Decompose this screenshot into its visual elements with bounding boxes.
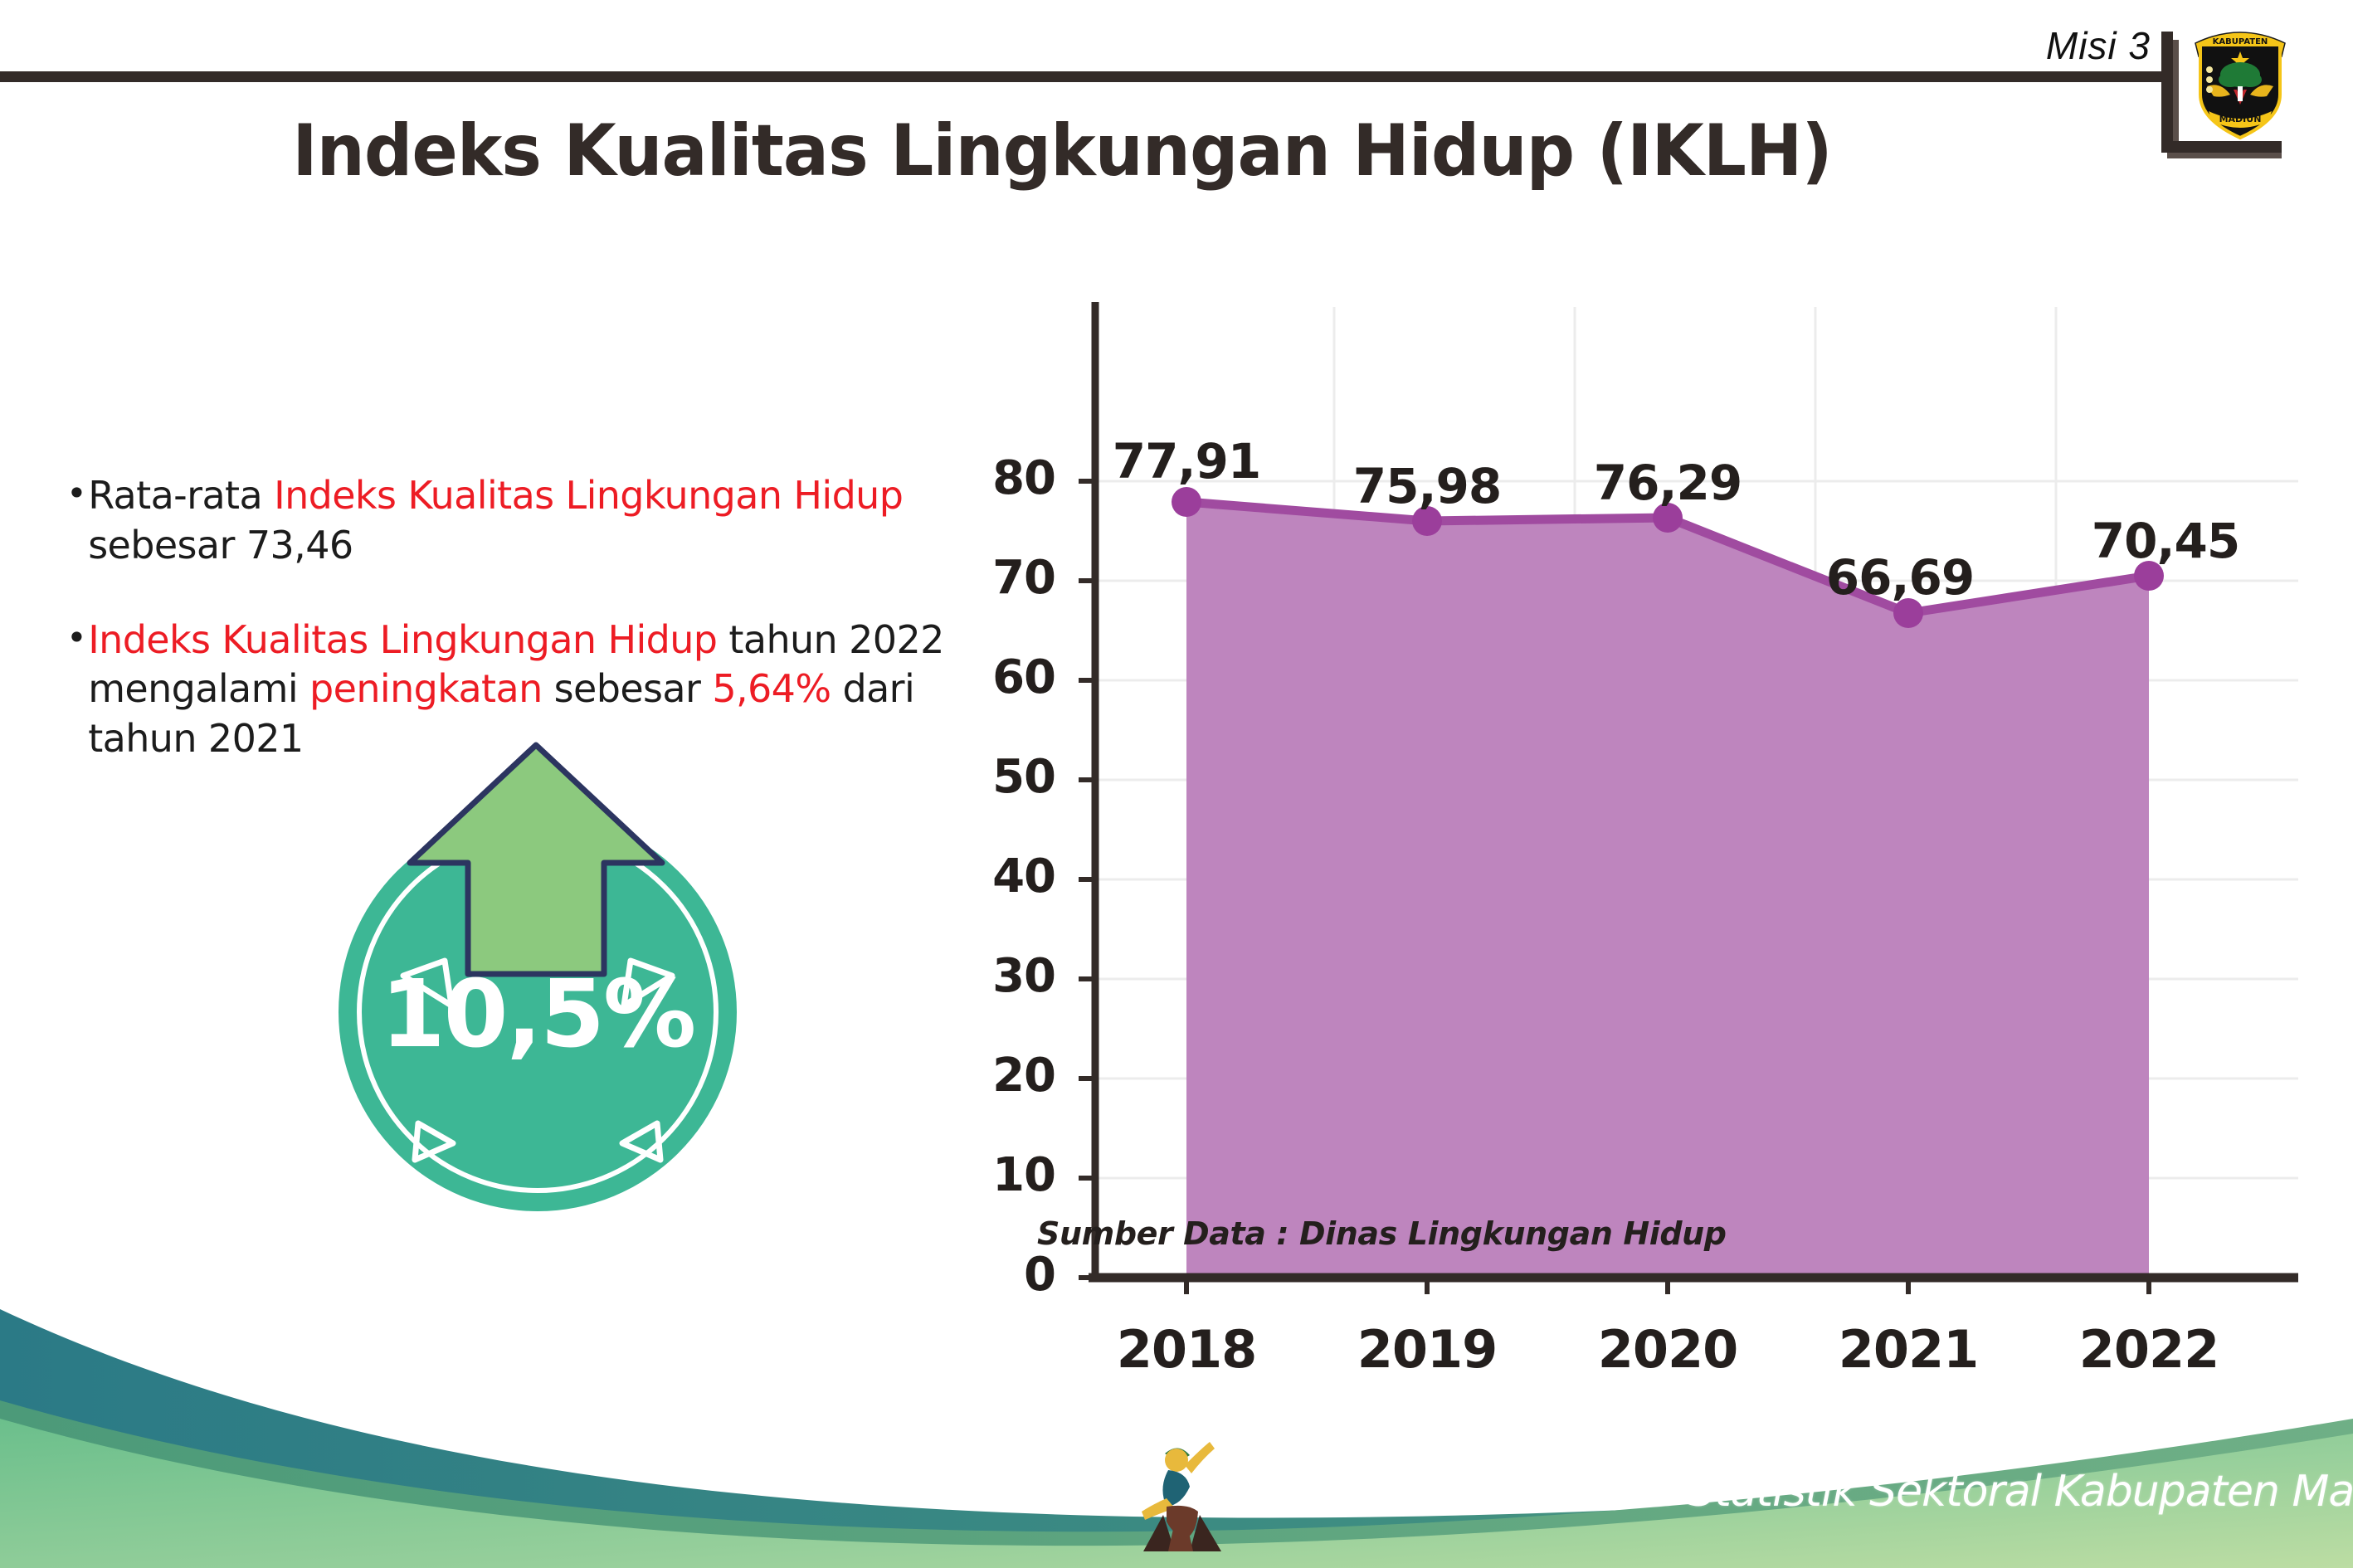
- iklh-area-chart: 80 70 60 50 40 30 20 10 0 2018 2019 2020…: [954, 282, 2298, 1380]
- data-label: 76,29: [1593, 455, 1742, 511]
- page-title: Indeks Kualitas Lingkungan Hidup (IKLH): [292, 110, 1833, 192]
- data-label: 75,98: [1352, 458, 1502, 514]
- area-fill: [1186, 502, 2149, 1278]
- logo-bottom-text: MADIUN: [2219, 114, 2262, 124]
- misi-label: Misi 3: [2045, 24, 2151, 67]
- x-tick-label: 2022: [2078, 1319, 2220, 1380]
- header-bracket-shadow-vertical: [2173, 40, 2179, 153]
- data-label: 77,91: [1112, 433, 1261, 489]
- data-label: 66,69: [1825, 549, 1975, 606]
- header-bracket-shadow-horizontal: [2167, 153, 2282, 158]
- y-tick-label: 50: [992, 750, 1056, 804]
- logo-top-text: KABUPATEN: [2213, 37, 2268, 46]
- bullet-segment-highlight: Indeks Kualitas Lingkungan Hidup: [274, 473, 904, 518]
- up-arrow-icon: [403, 740, 669, 989]
- bullet-marker: •: [66, 473, 87, 514]
- bullet-segment-highlight: 5,64%: [712, 666, 831, 712]
- header-bracket-vertical: [2161, 32, 2173, 153]
- x-tick-label: 2020: [1597, 1319, 1739, 1380]
- y-tick-label: 80: [992, 451, 1056, 505]
- bullet-segment-highlight: peningkatan: [309, 666, 543, 712]
- x-tick-label: 2019: [1357, 1319, 1498, 1380]
- y-tick-label: 10: [992, 1148, 1056, 1202]
- bullet-text: Indeks Kualitas Lingkungan Hidup tahun 2…: [88, 616, 946, 764]
- y-tick-label: 60: [992, 650, 1056, 704]
- x-tick-label: 2021: [1838, 1319, 1980, 1380]
- bullet-segment-highlight: Indeks Kualitas Lingkungan Hidup: [88, 616, 718, 662]
- increase-badge: 10,5%: [339, 742, 737, 1211]
- bullet-list: • Rata-rata Indeks Kualitas Lingkungan H…: [66, 471, 946, 809]
- bullet-segment: tahun 2022 mengalami: [88, 616, 944, 712]
- dancer-figure-icon: [1138, 1435, 1236, 1560]
- y-tick-label: 30: [992, 949, 1056, 1003]
- bullet-segment: sebesar: [542, 666, 713, 712]
- list-item: • Indeks Kualitas Lingkungan Hidup tahun…: [66, 616, 946, 764]
- footer-waves: [0, 1294, 2353, 1568]
- footer-caption: Media Infografis Data Statistik Sektoral…: [1230, 1467, 2353, 1517]
- x-tick-label: 2018: [1116, 1319, 1258, 1380]
- y-tick-label: 70: [992, 551, 1056, 605]
- chart-plot: [1079, 302, 2298, 1294]
- badge-value: 10,5%: [380, 961, 697, 1069]
- bullet-segment: sebesar 73,46: [88, 522, 353, 567]
- list-item: • Rata-rata Indeks Kualitas Lingkungan H…: [66, 471, 946, 571]
- y-tick-label: 40: [992, 850, 1056, 903]
- header-rule: [0, 71, 2164, 82]
- badge-tick-arrows: [339, 813, 737, 1211]
- bullet-segment: Rata-rata: [88, 473, 275, 518]
- data-label: 70,45: [2091, 513, 2240, 569]
- bullet-marker: •: [66, 616, 87, 658]
- source-note: Sumber Data : Dinas Lingkungan Hidup: [1037, 1215, 1727, 1252]
- y-tick-label: 0: [1024, 1248, 1056, 1302]
- bullet-text: Rata-rata Indeks Kualitas Lingkungan Hid…: [88, 471, 946, 571]
- bullet-segment: dari tahun 2021: [88, 666, 915, 762]
- y-tick-label: 20: [992, 1049, 1056, 1103]
- kabupaten-madiun-emblem-icon: MADIUN KABUPATEN: [2187, 18, 2293, 143]
- series-markers: [1172, 487, 2164, 628]
- header-bracket-horizontal: [2161, 141, 2282, 153]
